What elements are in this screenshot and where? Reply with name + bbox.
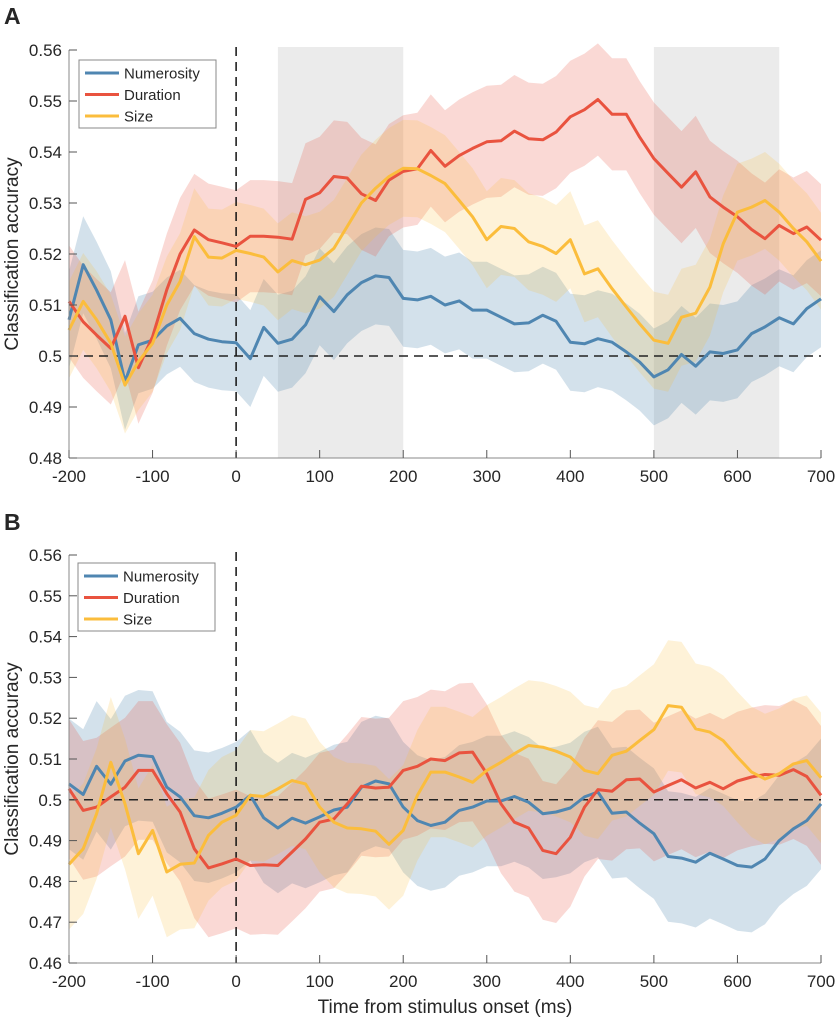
- shaded-window: [277, 47, 404, 458]
- x-tick-label: -100: [136, 972, 170, 991]
- y-tick-label: 0.51: [29, 296, 62, 315]
- x-tick-label: -200: [52, 972, 86, 991]
- y-tick-label: 0.53: [29, 668, 62, 687]
- x-tick-label: 500: [640, 467, 668, 486]
- legend: Numerosity Duration Size: [78, 59, 217, 129]
- y-tick-label: 0.5: [38, 347, 62, 366]
- x-tick-label: 500: [640, 972, 668, 991]
- y-axis-label: Classification accuracy: [2, 157, 23, 351]
- series-line-duration: [67, 98, 823, 370]
- y-tick-label: 0.48: [29, 872, 62, 891]
- x-tick-label: 100: [305, 972, 333, 991]
- x-tick-label: 200: [389, 972, 417, 991]
- legend-label-numerosity: Numerosity: [124, 66, 200, 83]
- y-tick-label: 0.56: [29, 41, 62, 60]
- y-tick-label: 0.49: [29, 398, 62, 417]
- x-tick-label: 600: [723, 467, 751, 486]
- x-tick-label: 700: [807, 972, 835, 991]
- series-line-numerosity: [68, 753, 823, 869]
- x-tick-label: 600: [723, 972, 751, 991]
- panel-b: B -200 -100 0 100 200 300 400 500 600 700 0.46 0.47 0…: [2, 509, 835, 1018]
- series-line-size: [67, 166, 823, 387]
- y-tick-label: 0.54: [29, 628, 62, 647]
- x-tick-label: 0: [231, 972, 240, 991]
- y-tick-label: 0.52: [29, 245, 62, 264]
- legend-label-size: Size: [123, 612, 152, 629]
- x-tick-label: 300: [473, 467, 501, 486]
- confidence-band-size: [69, 640, 821, 938]
- y-tick-label: 0.46: [29, 954, 62, 973]
- y-tick-label: 0.5: [38, 791, 62, 810]
- x-tick-label: 700: [807, 467, 835, 486]
- x-tick-label: -200: [52, 467, 86, 486]
- y-tick-label: 0.47: [29, 913, 62, 932]
- panel-a: A -200 -100 0 100 200 300 400 500 600 700 0.48 0.49 0…: [2, 3, 835, 486]
- legend: Numerosity Duration Size: [77, 562, 216, 632]
- legend-label-size: Size: [124, 109, 153, 126]
- series-line-size: [67, 704, 823, 874]
- confidence-band-numerosity: [69, 216, 821, 430]
- legend-label-duration: Duration: [123, 590, 180, 607]
- x-tick-label: 400: [556, 467, 584, 486]
- legend-label-duration: Duration: [124, 87, 181, 104]
- confidence-band-duration: [69, 43, 821, 424]
- confidence-band-numerosity: [69, 690, 821, 933]
- y-tick-label: 0.55: [29, 92, 62, 111]
- x-tick-label: 400: [556, 972, 584, 991]
- x-tick-label: -100: [136, 467, 170, 486]
- y-tick-label: 0.48: [29, 449, 62, 468]
- x-tick-label: 300: [473, 972, 501, 991]
- confidence-band-size: [69, 119, 821, 434]
- x-tick-label: 0: [231, 467, 240, 486]
- y-tick-label: 0.51: [29, 750, 62, 769]
- series-line-duration: [67, 750, 823, 870]
- y-tick-label: 0.49: [29, 832, 62, 851]
- panel-label: B: [4, 509, 21, 535]
- shaded-window: [653, 47, 780, 458]
- panel-label: A: [4, 3, 21, 29]
- y-tick-label: 0.54: [29, 143, 62, 162]
- y-axis-label: Classification accuracy: [2, 662, 23, 856]
- y-tick-label: 0.55: [29, 587, 62, 606]
- y-tick-label: 0.53: [29, 194, 62, 213]
- x-tick-label: 100: [305, 467, 333, 486]
- x-tick-label: 200: [389, 467, 417, 486]
- y-tick-label: 0.56: [29, 546, 62, 565]
- y-tick-label: 0.52: [29, 709, 62, 728]
- legend-label-numerosity: Numerosity: [123, 569, 199, 586]
- x-axis-label: Time from stimulus onset (ms): [318, 997, 573, 1018]
